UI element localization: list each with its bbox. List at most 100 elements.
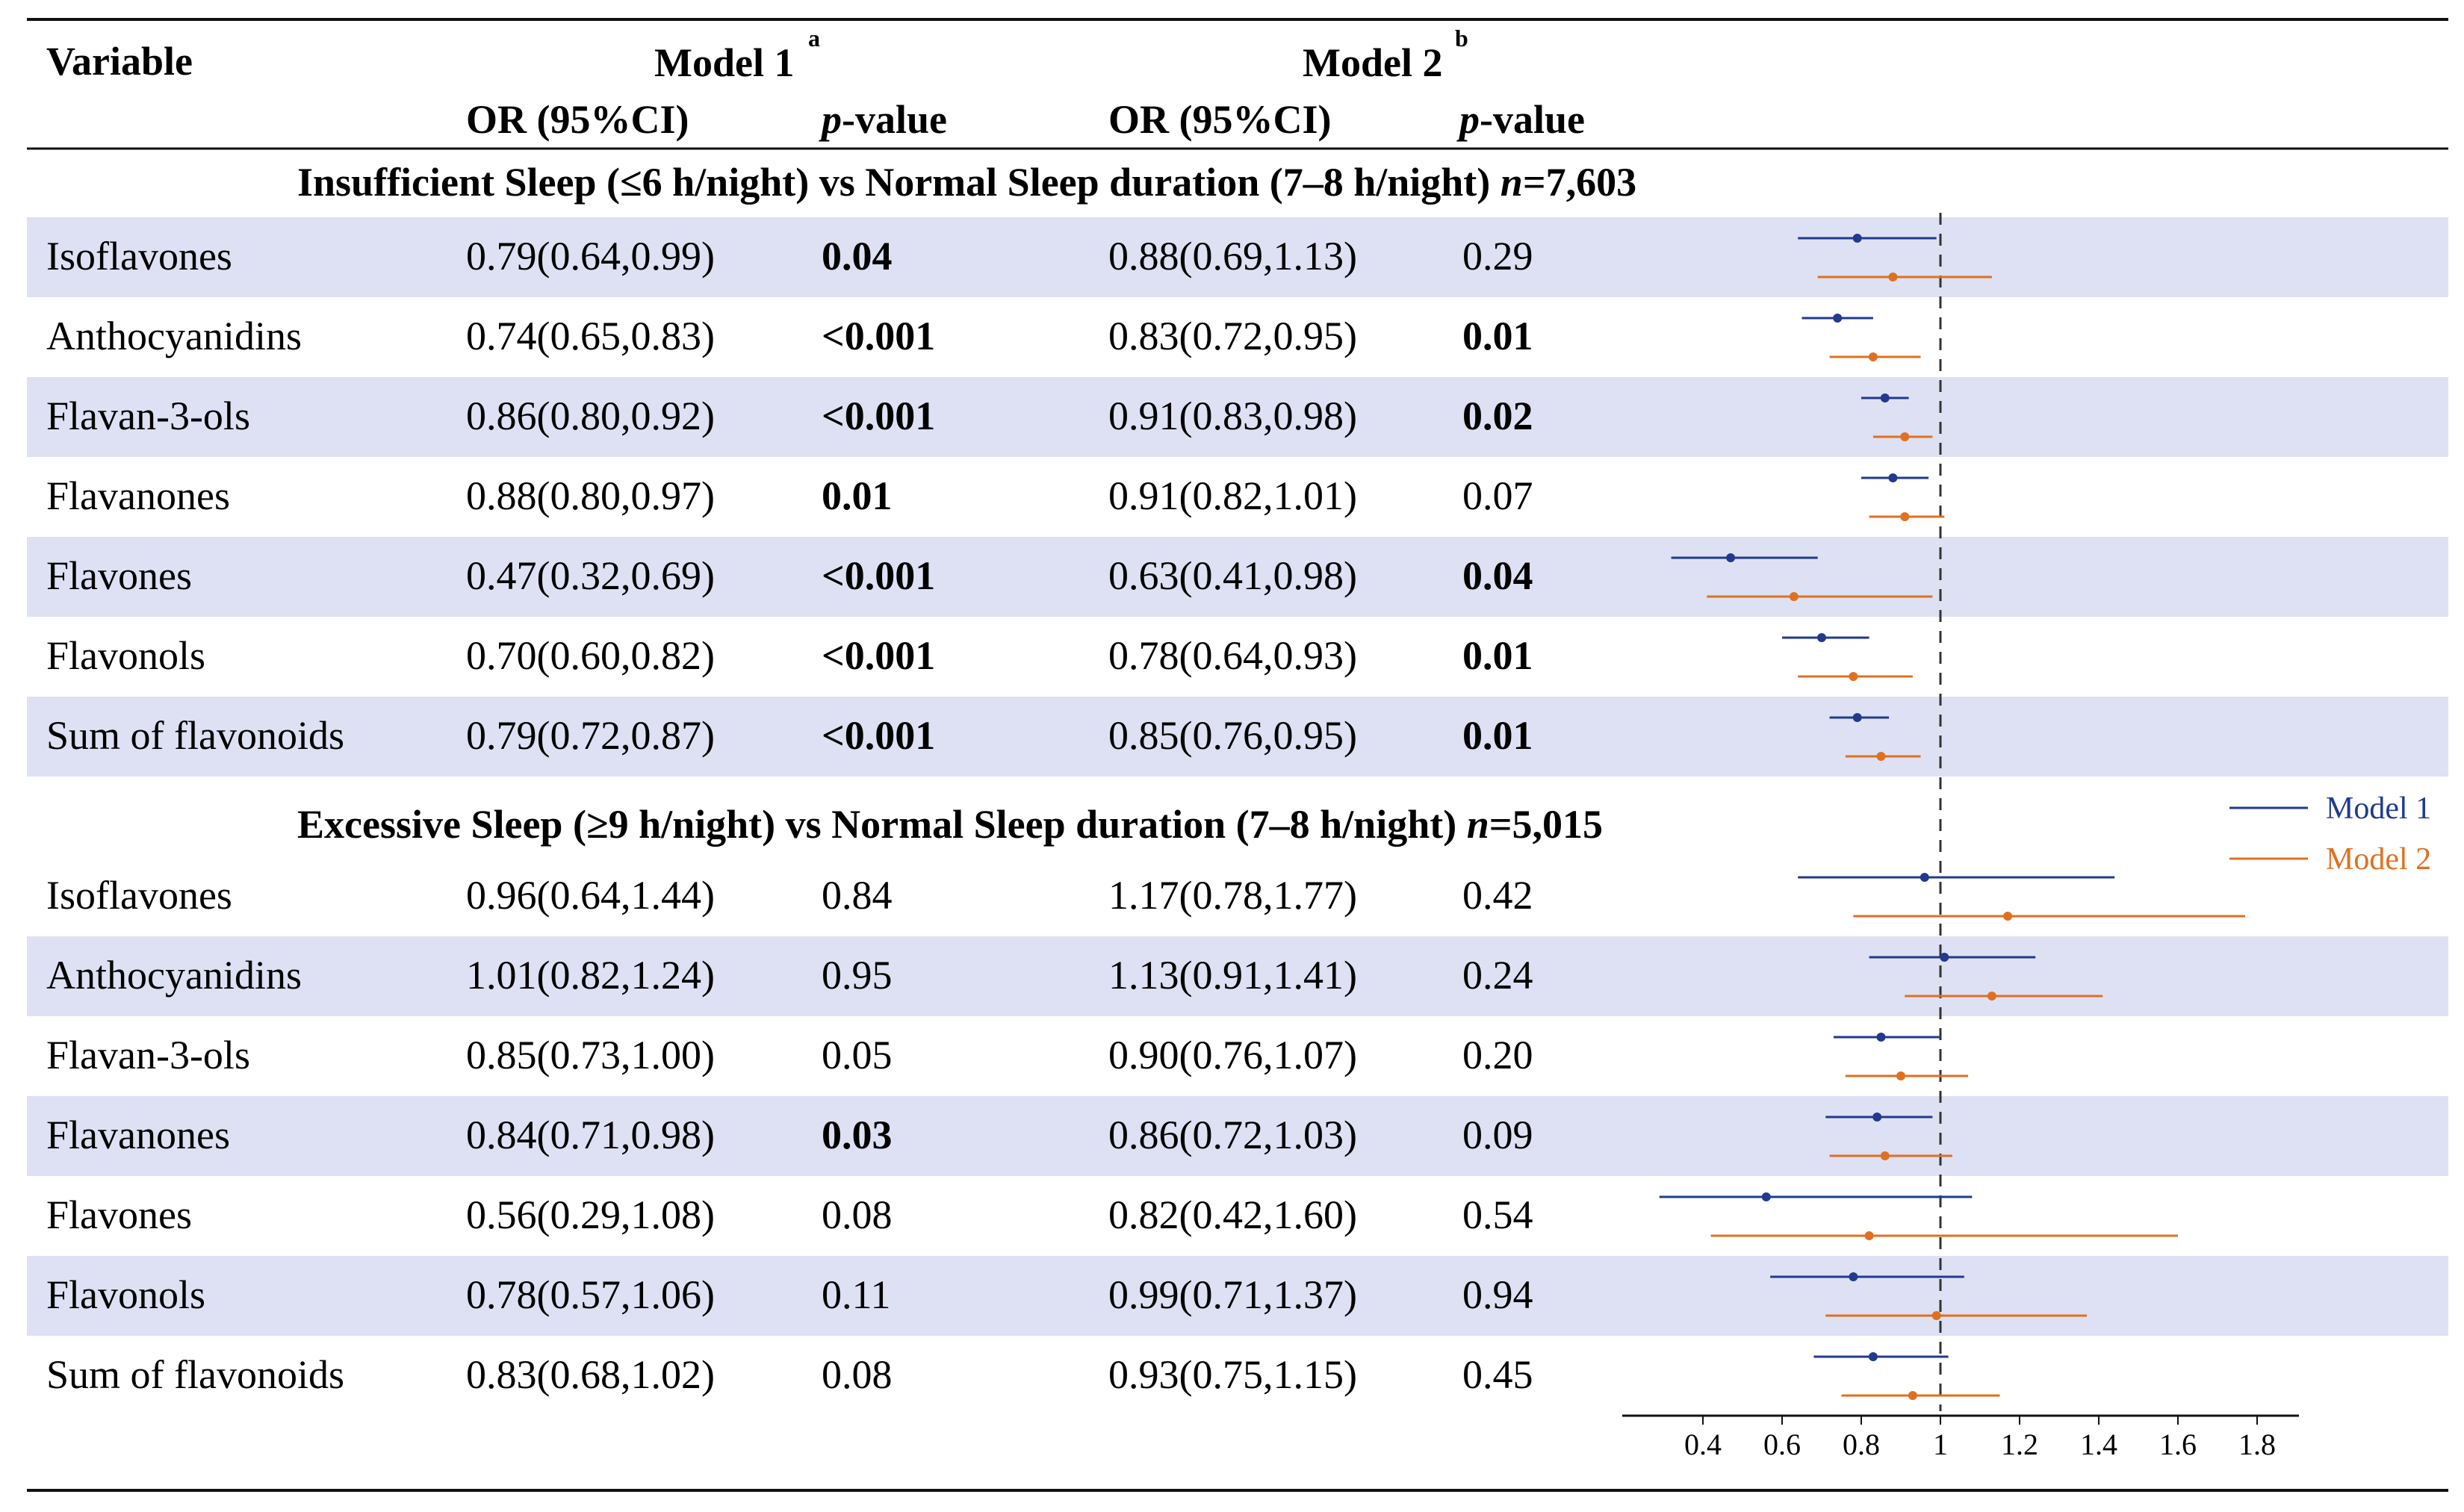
row-model1-or: 0.56(0.29,1.08) bbox=[466, 1192, 715, 1237]
row-model2-or: 0.91(0.83,0.98) bbox=[1108, 393, 1357, 438]
row-model2-pvalue: 0.24 bbox=[1462, 953, 1533, 998]
row-model1-pvalue: 0.08 bbox=[822, 1352, 893, 1397]
row-variable: Sum of flavonoids bbox=[46, 713, 344, 758]
point-estimate-model2 bbox=[1931, 1311, 1941, 1320]
row-model2-or: 0.82(0.42,1.60) bbox=[1108, 1192, 1357, 1237]
row-model1-pvalue: 0.05 bbox=[822, 1033, 893, 1077]
row-model2-or: 0.63(0.41,0.98) bbox=[1108, 553, 1357, 598]
section2-title-main: Excessive Sleep (≥9 h/night) vs Normal S… bbox=[297, 802, 1467, 847]
table-row: Isoflavones 0.96(0.64,1.44) 0.84 1.17(0.78,… bbox=[46, 873, 1533, 918]
row-model1-pvalue: 0.08 bbox=[822, 1192, 893, 1237]
row-model2-pvalue: 0.07 bbox=[1462, 473, 1533, 518]
header-variable: Variable bbox=[46, 39, 193, 84]
point-estimate-model1 bbox=[1833, 314, 1843, 323]
row-variable: Flavonols bbox=[46, 1272, 205, 1317]
point-estimate-model1 bbox=[1817, 633, 1826, 642]
header-m1-pvalue: p-value bbox=[819, 97, 947, 142]
row-variable: Anthocyanidins bbox=[46, 953, 302, 998]
row-model2-pvalue: 0.29 bbox=[1462, 234, 1533, 279]
x-tick-label: 1 bbox=[1933, 1428, 1948, 1461]
point-estimate-model2 bbox=[1849, 672, 1858, 681]
header-model2: Model 2 bbox=[1303, 40, 1442, 85]
x-tick-label: 1.4 bbox=[2080, 1428, 2117, 1461]
point-estimate-model2 bbox=[1876, 752, 1886, 761]
table-row: Flavanones 0.84(0.71,0.98) 0.03 0.86(0.72,1… bbox=[46, 1113, 1533, 1157]
row-model2-pvalue: 0.45 bbox=[1462, 1352, 1533, 1397]
row-model2-or: 1.17(0.78,1.77) bbox=[1108, 873, 1357, 918]
row-model2-or: 0.93(0.75,1.15) bbox=[1108, 1352, 1357, 1397]
row-model1-pvalue: 0.95 bbox=[822, 953, 893, 998]
table-row: Sum of flavonoids 0.79(0.72,0.87) <0.001 0.… bbox=[46, 713, 1533, 758]
table-row: Flavonols 0.78(0.57,1.06) 0.11 0.99(0.71,1.… bbox=[46, 1272, 1533, 1317]
row-model2-pvalue: 0.42 bbox=[1462, 873, 1533, 918]
row-model1-or: 1.01(0.82,1.24) bbox=[466, 953, 715, 998]
row-model2-pvalue: 0.01 bbox=[1462, 633, 1533, 678]
row-model2-or: 0.83(0.72,0.95) bbox=[1108, 314, 1357, 358]
row-model1-pvalue: <0.001 bbox=[822, 713, 935, 758]
row-variable: Flavanones bbox=[46, 1113, 230, 1157]
row-variable: Flavones bbox=[46, 553, 192, 598]
row-model2-pvalue: 0.20 bbox=[1462, 1033, 1533, 1077]
row-model1-or: 0.83(0.68,1.02) bbox=[466, 1352, 715, 1397]
table-row: Anthocyanidins 0.74(0.65,0.83) <0.001 0.83(… bbox=[46, 314, 1533, 358]
row-model1-or: 0.96(0.64,1.44) bbox=[466, 873, 715, 918]
row-model2-or: 0.90(0.76,1.07) bbox=[1108, 1033, 1357, 1077]
row-variable: Sum of flavonoids bbox=[46, 1352, 344, 1397]
point-estimate-model2 bbox=[1888, 273, 1898, 281]
row-variable: Flavanones bbox=[46, 473, 230, 518]
point-estimate-model1 bbox=[1849, 1272, 1858, 1281]
point-estimate-model2 bbox=[1987, 992, 1996, 1001]
table-row: Flavan-3-ols 0.86(0.80,0.92) <0.001 0.91(0.… bbox=[46, 393, 1533, 438]
row-model1-or: 0.79(0.64,0.99) bbox=[466, 234, 715, 279]
point-estimate-model2 bbox=[1868, 352, 1878, 361]
header-m1-p-rest: -value bbox=[842, 97, 947, 142]
point-estimate-model1 bbox=[1868, 1352, 1878, 1361]
header-m1-p-italic: p bbox=[819, 97, 842, 142]
row-band bbox=[27, 1256, 2448, 1336]
legend: Model 1 Model 2 bbox=[2229, 791, 2431, 877]
point-estimate-model2 bbox=[1900, 512, 1910, 521]
row-model1-or: 0.78(0.57,1.06) bbox=[466, 1272, 715, 1317]
point-estimate-model1 bbox=[1761, 1192, 1771, 1201]
section-title-excessive: Excessive Sleep (≥9 h/night) vs Normal S… bbox=[297, 802, 1603, 847]
point-estimate-model1 bbox=[1876, 1033, 1886, 1042]
row-model2-pvalue: 0.01 bbox=[1462, 713, 1533, 758]
point-estimate-model1 bbox=[1852, 234, 1862, 243]
section1-title-main: Insufficient Sleep (≤6 h/night) vs Norma… bbox=[297, 160, 1501, 205]
header-m2-pvalue: p-value bbox=[1456, 97, 1585, 142]
table-row: Flavones 0.47(0.32,0.69) <0.001 0.63(0.41,0… bbox=[46, 553, 1533, 598]
table-row: Isoflavones 0.79(0.64,0.99) 0.04 0.88(0.69,… bbox=[46, 234, 1533, 279]
row-model2-or: 0.78(0.64,0.93) bbox=[1108, 633, 1357, 678]
point-estimate-model2 bbox=[1880, 1151, 1890, 1160]
row-band bbox=[27, 697, 2448, 777]
row-variable: Flavan-3-ols bbox=[46, 393, 250, 438]
section2-n-italic: n bbox=[1467, 802, 1489, 847]
section1-n-value: =7,603 bbox=[1523, 160, 1636, 205]
row-model2-pvalue: 0.02 bbox=[1462, 393, 1533, 438]
row-band bbox=[27, 377, 2448, 457]
row-band bbox=[27, 537, 2448, 617]
row-band bbox=[27, 1096, 2448, 1176]
header-model1-sup: a bbox=[808, 25, 820, 52]
header-m2-p-italic: p bbox=[1456, 97, 1480, 142]
row-variable: Flavonols bbox=[46, 633, 205, 678]
point-estimate-model1 bbox=[1888, 473, 1898, 482]
row-model1-or: 0.74(0.65,0.83) bbox=[466, 314, 715, 358]
row-model1-pvalue: <0.001 bbox=[822, 553, 935, 598]
row-model2-or: 0.91(0.82,1.01) bbox=[1108, 473, 1357, 518]
row-model1-pvalue: <0.001 bbox=[822, 633, 935, 678]
table-row: Anthocyanidins 1.01(0.82,1.24) 0.95 1.13(0.… bbox=[46, 953, 1533, 998]
row-variable: Isoflavones bbox=[46, 873, 232, 918]
table-row: Sum of flavonoids 0.83(0.68,1.02) 0.08 0.93… bbox=[46, 1352, 1533, 1397]
section-title-insufficient: Insufficient Sleep (≤6 h/night) vs Norma… bbox=[297, 160, 1636, 205]
table-row: Flavonols 0.70(0.60,0.82) <0.001 0.78(0.64,… bbox=[46, 633, 1533, 678]
x-tick-label: 0.4 bbox=[1684, 1428, 1722, 1461]
row-model1-pvalue: 0.04 bbox=[822, 234, 893, 279]
row-model1-pvalue: 0.84 bbox=[822, 873, 893, 918]
table-row: Flavanones 0.88(0.80,0.97) 0.01 0.91(0.82,1… bbox=[46, 473, 1533, 518]
row-model2-or: 0.86(0.72,1.03) bbox=[1108, 1113, 1357, 1157]
table-row: Flavones 0.56(0.29,1.08) 0.08 0.82(0.42,1.6… bbox=[46, 1192, 1533, 1237]
row-model1-or: 0.70(0.60,0.82) bbox=[466, 633, 715, 678]
legend-label-model2: Model 2 bbox=[2326, 842, 2431, 877]
row-model2-or: 1.13(0.91,1.41) bbox=[1108, 953, 1357, 998]
